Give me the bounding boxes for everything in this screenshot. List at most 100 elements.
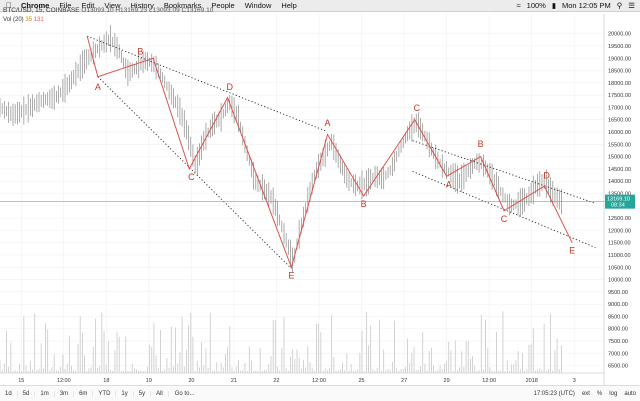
volume-bar (403, 369, 404, 373)
goto-button[interactable]: Go to... (169, 391, 201, 397)
volume-bar (392, 362, 393, 373)
volume-bar (299, 357, 300, 373)
volume-bar (97, 368, 98, 373)
volume-bar (327, 370, 328, 373)
volume-bar (266, 370, 267, 373)
volume-bar (550, 314, 551, 373)
volume-bar (99, 366, 100, 373)
volume-bar (208, 368, 209, 373)
volume-bar (411, 353, 412, 373)
volume-bar (273, 320, 274, 373)
range-all[interactable]: All (151, 391, 169, 397)
volume-bar (232, 367, 233, 373)
volume-bar (210, 313, 211, 373)
volume-bar (318, 324, 319, 373)
x-tick-label: 12:00 (312, 378, 326, 384)
search-icon[interactable]: ⚲ (617, 1, 623, 10)
menu-people[interactable]: People (211, 1, 234, 10)
volume-bar (2, 370, 3, 373)
y-tick-label: 6500.00 (608, 364, 628, 370)
volume-bar (255, 370, 256, 373)
volume-label[interactable]: Vol (20) (3, 17, 24, 23)
volume-bar (418, 370, 419, 373)
menu-list-icon[interactable]: ☰ (628, 1, 635, 10)
range-1y[interactable]: 1y (116, 391, 133, 397)
y-tick-label: 7000.00 (608, 351, 628, 357)
volume-bar (529, 345, 530, 373)
volume-bar (23, 316, 24, 373)
volume-bar (206, 348, 207, 373)
volume-bar (82, 333, 83, 373)
menubar-clock[interactable]: Mon 12:05 PM (562, 1, 611, 10)
symbol-legend: BTC/USD, 15, COINBASE O13093.10 H13169.2… (3, 7, 213, 14)
volume-bar (158, 368, 159, 373)
wave-label: C (501, 214, 508, 224)
volume-bar (422, 332, 423, 373)
volume-bar (561, 346, 562, 373)
volume-bar (275, 320, 276, 373)
volume-bar (305, 367, 306, 373)
wave-label: A (95, 82, 101, 92)
range-1d[interactable]: 1d (0, 391, 18, 397)
volume-bar (511, 365, 512, 373)
volume-bar (557, 339, 558, 373)
volume-bar (284, 317, 285, 373)
range-ytd[interactable]: YTD (93, 391, 116, 397)
volume-bar (177, 364, 178, 373)
range-5y[interactable]: 5y (134, 391, 151, 397)
wifi-icon[interactable]: ≈ (517, 1, 521, 10)
volume-value-b: 131 (34, 17, 44, 23)
volume-bar (405, 367, 406, 373)
volume-bar (522, 353, 523, 373)
toggle-percent[interactable]: % (597, 391, 602, 397)
y-tick-label: 14000.00 (608, 179, 631, 185)
volume-bar (91, 367, 92, 373)
volume-bar (32, 370, 33, 373)
volume-bar (446, 361, 447, 373)
y-tick-label: 12000.00 (608, 228, 631, 234)
volume-bar (479, 370, 480, 373)
volume-bar (34, 314, 35, 373)
volume-bar (377, 368, 378, 373)
battery-icon[interactable]: ▮ (552, 1, 556, 10)
menu-window[interactable]: Window (245, 1, 272, 10)
volume-bar (149, 345, 150, 373)
volume-bar (238, 360, 239, 373)
toggle-log[interactable]: log (609, 391, 617, 397)
wave-label: E (569, 246, 575, 256)
range-6m[interactable]: 6m (74, 391, 93, 397)
volume-bar (190, 313, 191, 373)
menu-help[interactable]: Help (281, 1, 296, 10)
volume-bar (466, 341, 467, 373)
toggle-ext[interactable]: ext (582, 391, 590, 397)
volume-bar (372, 369, 373, 373)
volume-bar (41, 343, 42, 373)
volume-bar (394, 321, 395, 373)
volume-bar (93, 347, 94, 373)
utc-clock[interactable]: 17:05:23 (UTC) (534, 391, 575, 397)
volume-bar (331, 315, 332, 373)
volume-bar (388, 369, 389, 373)
volume-bar (526, 369, 527, 373)
symbol-name[interactable]: BTC/USD, 15, COINBASE (3, 7, 80, 14)
y-tick-label: 12500.00 (608, 216, 631, 222)
y-tick-label: 15000.00 (608, 155, 631, 161)
volume-bar (147, 367, 148, 373)
battery-level[interactable]: 100% (527, 1, 546, 10)
wave-label: C (188, 172, 195, 182)
wave-label: E (288, 270, 294, 280)
volume-bar (414, 347, 415, 373)
volume-bar (216, 362, 217, 373)
range-1m[interactable]: 1m (35, 391, 54, 397)
volume-bar (459, 368, 460, 373)
volume-bar (104, 331, 105, 373)
volume-bar (80, 317, 81, 373)
range-3m[interactable]: 3m (55, 391, 74, 397)
volume-bar (43, 368, 44, 373)
wave-label: D (226, 82, 233, 92)
toggle-auto[interactable]: auto (624, 391, 636, 397)
range-5d[interactable]: 5d (18, 391, 36, 397)
volume-bar (433, 365, 434, 373)
